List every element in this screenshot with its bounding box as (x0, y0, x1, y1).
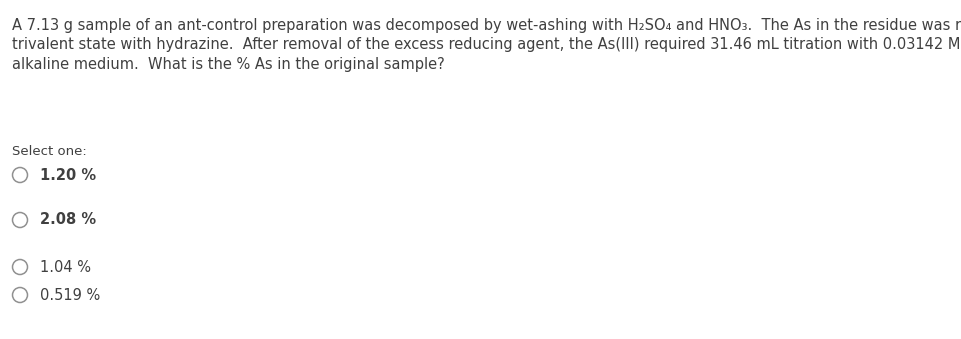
Text: 1.20 %: 1.20 % (40, 167, 96, 182)
Text: 1.04 %: 1.04 % (40, 259, 91, 275)
Text: 2.08 %: 2.08 % (40, 213, 96, 227)
Text: alkaline medium.  What is the % As in the original sample?: alkaline medium. What is the % As in the… (12, 57, 444, 72)
Text: trivalent state with hydrazine.  After removal of the excess reducing agent, the: trivalent state with hydrazine. After re… (12, 38, 961, 53)
Text: 0.519 %: 0.519 % (40, 287, 100, 302)
Text: A 7.13 g sample of an ant-control preparation was decomposed by wet-ashing with : A 7.13 g sample of an ant-control prepar… (12, 18, 961, 33)
Text: Select one:: Select one: (12, 145, 86, 158)
